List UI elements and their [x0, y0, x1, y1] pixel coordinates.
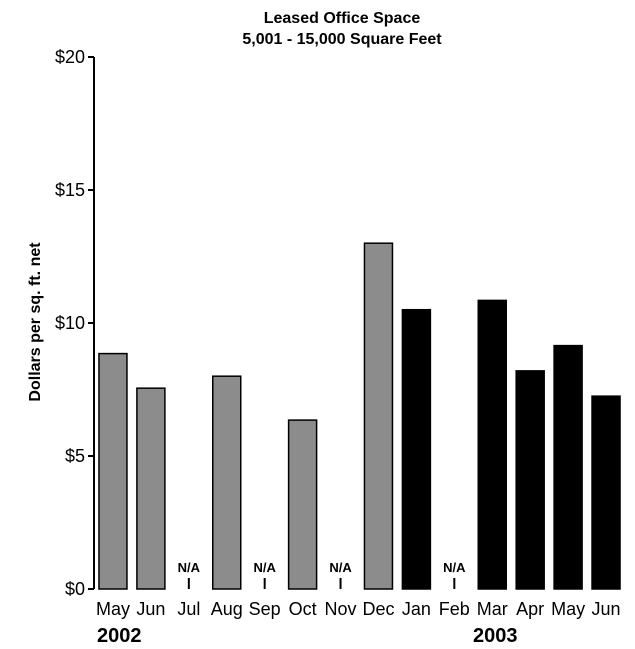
x-tick-label: Aug — [211, 599, 243, 619]
x-tick-label: Sep — [249, 599, 281, 619]
y-tick-label: $20 — [55, 47, 85, 67]
year-labels: 2002 2003 — [97, 625, 518, 647]
x-tick-label: Dec — [362, 599, 394, 619]
bar-2003-may — [553, 344, 583, 590]
chart-subtitle: 5,001 - 15,000 Square Feet — [242, 31, 442, 48]
bar-2002-may — [98, 352, 128, 590]
year-label-2003: 2003 — [473, 625, 518, 647]
x-tick-label: Apr — [516, 599, 544, 619]
na-label: N/A — [443, 560, 466, 575]
bar-2002-oct — [287, 419, 318, 590]
chart-title: Leased Office Space — [264, 10, 421, 27]
y-axis-label: Dollars per sq. ft. net — [27, 242, 44, 402]
bar-2003-jun — [591, 395, 621, 590]
x-tick-label: Oct — [289, 599, 317, 619]
bar-2003-mar — [477, 299, 507, 590]
x-tick-label: Jun — [136, 599, 165, 619]
bar-2002-dec — [363, 242, 394, 590]
na-label: N/A — [178, 560, 201, 575]
bar-2002-aug — [212, 375, 242, 590]
na-label: N/A — [329, 560, 352, 575]
x-tick-label: Jun — [592, 599, 621, 619]
x-tick-label: Jan — [402, 599, 431, 619]
x-tick-label: Jul — [177, 599, 200, 619]
bar-2003-apr — [515, 370, 545, 590]
na-label: N/A — [253, 560, 276, 575]
y-axis: $0 $5 $10 $15 $20 — [55, 47, 95, 599]
y-tick-label: $0 — [65, 579, 85, 599]
bars: N/A N/A N/A N/A — [98, 242, 621, 590]
x-axis-labels: May Jun Jul Aug Sep Oct Nov Dec Jan Feb Mar Apr May J… — [96, 599, 621, 619]
y-tick-label: $15 — [55, 180, 85, 200]
x-tick-label: Feb — [439, 599, 470, 619]
bar-2003-jan — [401, 308, 432, 590]
year-label-2002: 2002 — [97, 625, 142, 647]
y-tick-label: $5 — [65, 446, 85, 466]
x-tick-label: May — [551, 599, 585, 619]
x-tick-label: Mar — [477, 599, 508, 619]
y-tick-label: $10 — [55, 313, 85, 333]
bar-2002-jun — [136, 387, 166, 590]
x-tick-label: Nov — [325, 599, 357, 619]
x-tick-label: May — [96, 599, 130, 619]
